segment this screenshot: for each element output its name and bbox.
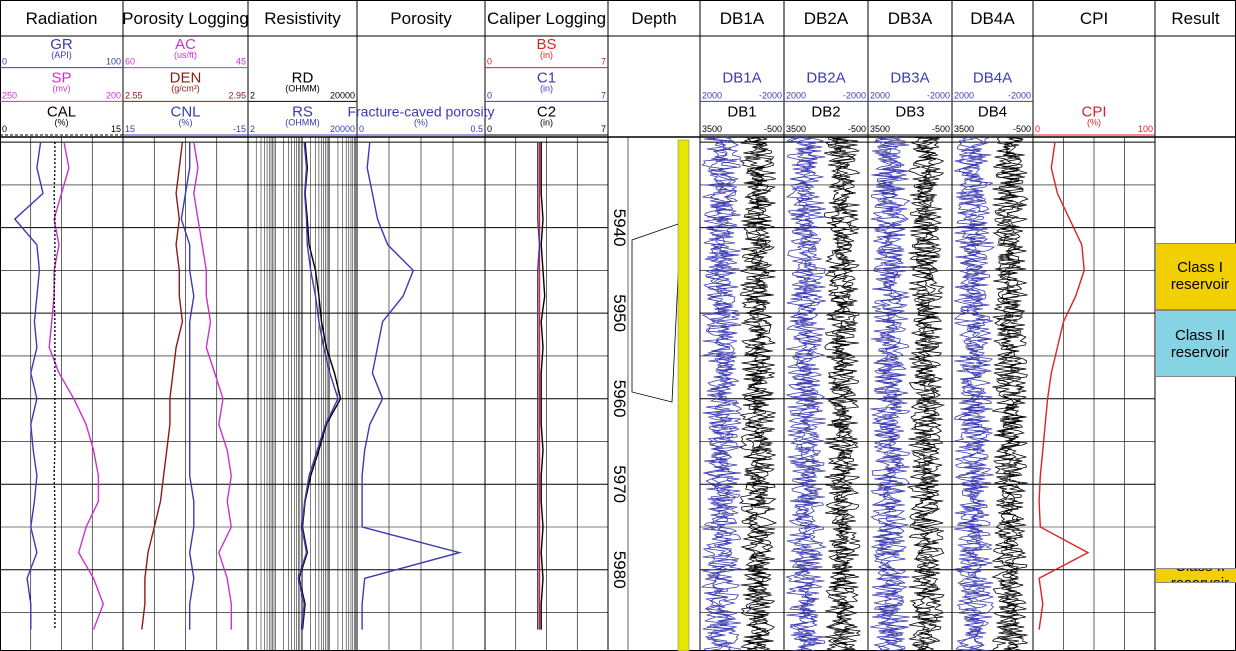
track-title: DB1A [720, 9, 765, 28]
track-title: DB4A [970, 9, 1015, 28]
scale-unit: (g/cm³) [171, 84, 200, 94]
scale-min: 2 [250, 90, 255, 100]
scale-min: 2000 [870, 90, 890, 100]
scale-min: 0 [487, 57, 492, 67]
scale-max: 7 [601, 90, 606, 100]
scale-min: 2000 [954, 90, 974, 100]
scale-max: 7 [601, 57, 606, 67]
log-curve [194, 142, 232, 629]
log-curve [49, 142, 103, 629]
scale-name: DB3 [895, 103, 924, 120]
scale-max: 45 [236, 57, 246, 67]
scale-unit: (in) [540, 84, 553, 94]
scale-max: 200 [106, 90, 121, 100]
scale-name: DB2 [811, 103, 840, 120]
scale-max: -500 [848, 124, 866, 134]
scale-name: DB4 [978, 103, 1007, 120]
scale-max: -2000 [927, 90, 950, 100]
track-title: Radiation [26, 9, 98, 28]
scale-max: -2000 [1008, 90, 1031, 100]
scale-max: 2.95 [228, 90, 246, 100]
track-title: DB2A [804, 9, 849, 28]
log-plot: RadiationGR(API)0100SP(mv)250200CAL(%)01… [0, 0, 1236, 651]
core-bar [678, 140, 689, 651]
scale-min: 2000 [786, 90, 806, 100]
scale-max: 20000 [330, 124, 355, 134]
scale-unit: (mv) [53, 84, 71, 94]
scale-min: 0 [359, 124, 364, 134]
scale-name: DB4A [973, 70, 1012, 87]
scale-unit: (API) [51, 50, 72, 60]
result-zone: Class I reservoir [1155, 243, 1236, 310]
scale-unit: (OHMM) [285, 84, 320, 94]
scale-max: -500 [764, 124, 782, 134]
scale-max: 100 [1138, 124, 1153, 134]
scale-name: DB1 [727, 103, 756, 120]
scale-min: 3500 [786, 124, 806, 134]
track-title: CPI [1080, 9, 1108, 28]
scale-max: -500 [932, 124, 950, 134]
scale-max: 7 [601, 124, 606, 134]
track-title: Porosity [390, 9, 452, 28]
scale-max: -500 [1013, 124, 1031, 134]
scale-name: DB3A [890, 70, 929, 87]
scale-min: 0 [1035, 124, 1040, 134]
result-zone: Class II reservoir [1155, 568, 1236, 583]
result-zone: Class II reservoir [1155, 310, 1236, 378]
track-title: Resistivity [264, 9, 341, 28]
scale-max: -2000 [843, 90, 866, 100]
scale-min: 2 [250, 124, 255, 134]
scale-min: 3500 [870, 124, 890, 134]
track-title: Depth [631, 9, 676, 28]
scale-max: 20000 [330, 90, 355, 100]
scale-min: 0 [487, 124, 492, 134]
scale-min: 2000 [702, 90, 722, 100]
depth-label: 5980 [610, 551, 629, 589]
log-curve [15, 142, 43, 629]
log-curve [181, 142, 194, 629]
scale-max: 100 [106, 57, 121, 67]
scale-min: 3500 [954, 124, 974, 134]
scale-unit: (%) [1087, 117, 1101, 127]
scale-min: 60 [125, 57, 135, 67]
depth-label: 5970 [610, 465, 629, 503]
scale-name: DB2A [806, 70, 845, 87]
scale-max: 0.5 [470, 124, 483, 134]
log-curve [298, 142, 338, 629]
scale-min: 3500 [702, 124, 722, 134]
scale-min: 250 [2, 90, 17, 100]
track-title: Caliper Logging [487, 9, 606, 28]
track-title: DB3A [888, 9, 933, 28]
scale-min: 2.55 [125, 90, 143, 100]
core-sketch [632, 224, 680, 402]
scale-min: 0 [2, 57, 7, 67]
scale-min: 0 [2, 124, 7, 134]
track-title: Result [1171, 9, 1219, 28]
well-log: RadiationGR(API)0100SP(mv)250200CAL(%)01… [0, 0, 1236, 651]
scale-name: DB1A [722, 70, 761, 87]
depth-label: 5940 [610, 209, 629, 247]
scale-max: -2000 [759, 90, 782, 100]
depth-label: 5960 [610, 380, 629, 418]
log-curve [142, 142, 183, 629]
depth-label: 5950 [610, 294, 629, 332]
scale-unit: (%) [55, 117, 69, 127]
scale-min: 15 [125, 124, 135, 134]
scale-unit: (in) [540, 117, 553, 127]
scale-unit: (in) [540, 50, 553, 60]
scale-min: 0 [487, 90, 492, 100]
scale-max: 15 [111, 124, 121, 134]
track-title: Porosity Logging [122, 9, 249, 28]
log-curve [54, 142, 55, 629]
scale-max: -15 [233, 124, 246, 134]
scale-unit: (us/ft) [174, 50, 197, 60]
log-curve [362, 142, 459, 629]
scale-unit: (OHMM) [285, 117, 320, 127]
log-curve [541, 142, 545, 629]
scale-unit: (%) [414, 117, 428, 127]
scale-unit: (%) [179, 117, 193, 127]
